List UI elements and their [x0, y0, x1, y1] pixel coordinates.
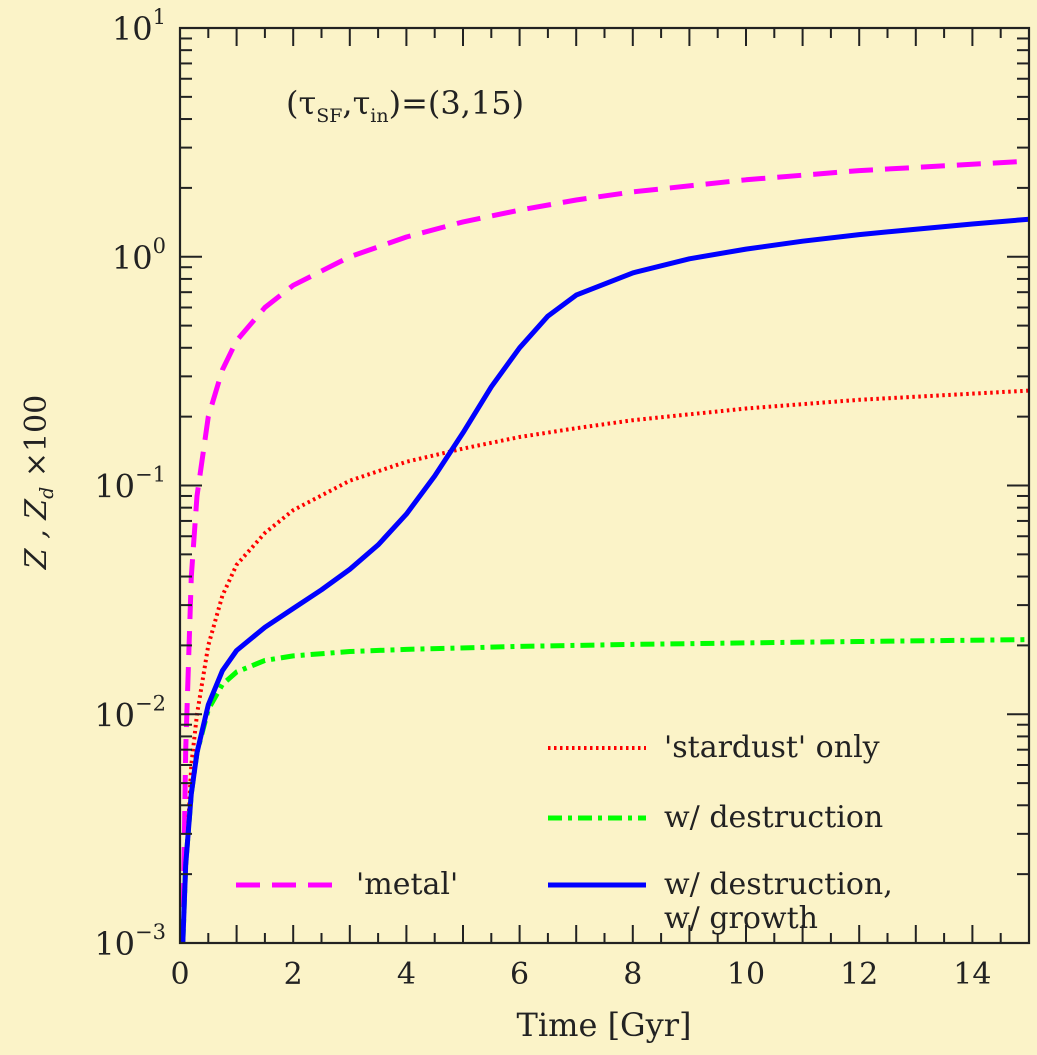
- legend-entry-destruction: w/ destruction: [548, 800, 883, 835]
- y-tick-label: 10−1: [94, 463, 166, 506]
- plot-frame: [178, 26, 1031, 945]
- y-tick-label: 101: [112, 5, 166, 48]
- series-layer: [180, 158, 1030, 944]
- legend-entry-metal: 'metal': [236, 867, 458, 902]
- y-tick-label: 10−3: [94, 920, 166, 963]
- x-tick-label: 0: [170, 957, 189, 992]
- legend: 'stardust' only w/ destruction w/ destru…: [236, 730, 893, 936]
- x-tick-label: 4: [397, 957, 416, 992]
- legend-label-stardust: 'stardust' only: [664, 730, 880, 765]
- legend-entry-growth: w/ destruction, w/ growth: [548, 867, 893, 936]
- legend-label-metal: 'metal': [356, 867, 458, 902]
- tick-labels-layer: 0 2 4 6 8 10 12 14 10−3 10−2 10−1 100 101: [94, 5, 991, 992]
- legend-entry-stardust: 'stardust' only: [548, 730, 880, 765]
- legend-label-growth-line1: w/ destruction,: [664, 867, 893, 902]
- series-line-destruction: [180, 637, 1030, 944]
- y-tick-label: 10−2: [94, 691, 166, 734]
- parameter-annotation: (τSF,τin)=(3,15): [286, 84, 524, 127]
- legend-label-destruction: w/ destruction: [664, 800, 883, 835]
- x-tick-label: 10: [727, 957, 765, 992]
- ticks-layer: [179, 28, 1030, 944]
- y-axis-label: Z , Zd ×100: [19, 395, 58, 570]
- series-line-metal: [180, 158, 1030, 944]
- x-tick-label: 12: [840, 957, 878, 992]
- series-line-stardust: [180, 388, 1030, 944]
- x-axis-label: Time [Gyr]: [517, 1006, 692, 1044]
- x-tick-label: 2: [284, 957, 303, 992]
- series-line-growth: [180, 216, 1030, 944]
- y-tick-label: 100: [112, 234, 166, 277]
- legend-label-growth-line2: w/ growth: [664, 901, 818, 936]
- x-tick-label: 6: [510, 957, 529, 992]
- x-tick-label: 14: [953, 957, 991, 992]
- x-tick-label: 8: [623, 957, 642, 992]
